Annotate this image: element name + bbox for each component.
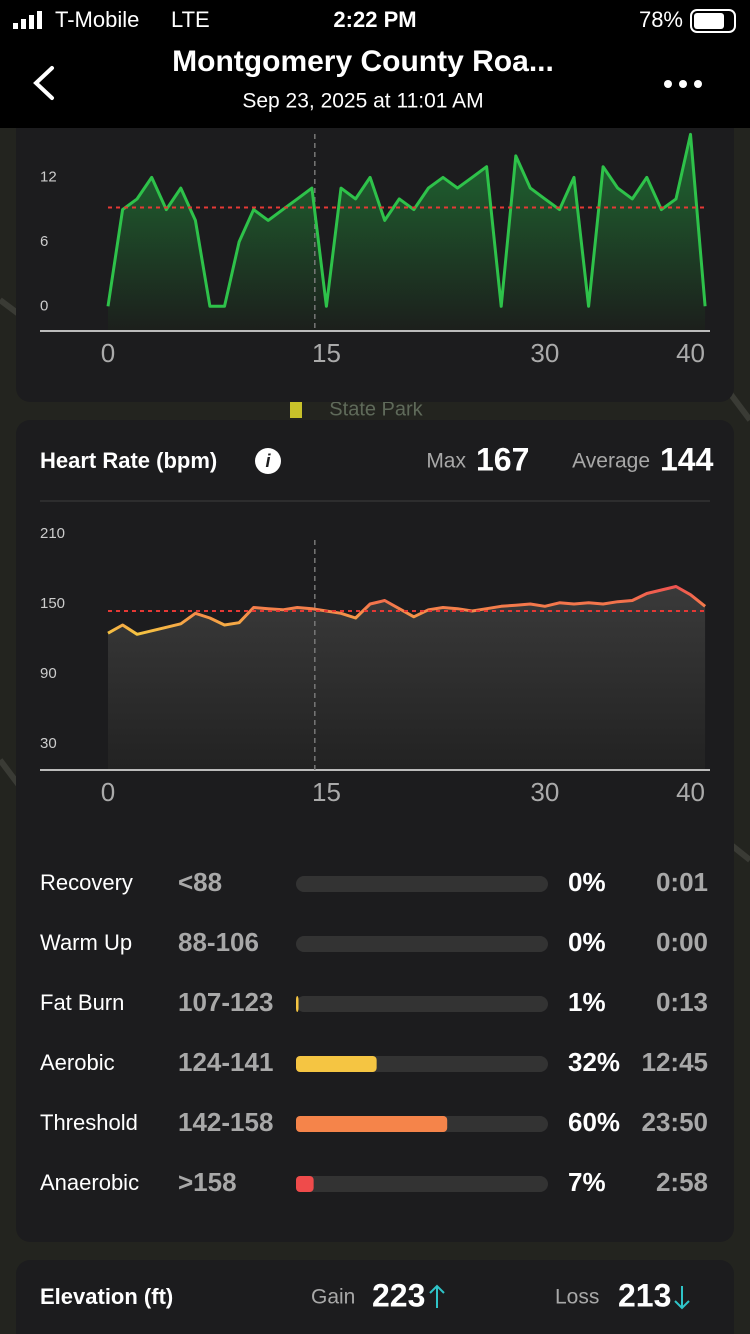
zone-time: 2:58	[656, 1167, 708, 1197]
y-tick-label: 0	[40, 297, 48, 314]
area	[108, 134, 706, 331]
battery-text: 78%	[639, 7, 683, 32]
zone-range: 107-123	[178, 987, 273, 1017]
zone-track	[296, 876, 548, 892]
y-tick-label: 150	[40, 595, 65, 612]
back-button[interactable]	[33, 66, 54, 100]
info-icon[interactable]	[255, 448, 281, 474]
map-marker	[290, 402, 302, 418]
x-tick-label: 30	[530, 777, 559, 807]
zone-range: 88-106	[178, 927, 259, 957]
page-subtitle: Sep 23, 2025 at 11:01 AM	[242, 90, 483, 113]
zone-track	[296, 996, 548, 1012]
zone-time: 23:50	[642, 1107, 709, 1137]
zone-range: 142-158	[178, 1107, 273, 1137]
elevation-title: Elevation (ft)	[40, 1284, 173, 1309]
zone-range: <88	[178, 867, 222, 897]
loss-label: Loss	[555, 1286, 599, 1309]
zone-name: Anaerobic	[40, 1170, 139, 1195]
y-tick-label: 30	[40, 735, 57, 752]
zone-track	[296, 936, 548, 952]
x-tick-label: 40	[676, 338, 705, 368]
battery-icon	[690, 9, 736, 33]
average-value: 144	[660, 441, 714, 477]
hr-title: Heart Rate (bpm)	[40, 448, 217, 473]
zone-percent: 60%	[568, 1107, 620, 1137]
top-bar	[0, 0, 750, 128]
more-button[interactable]	[664, 80, 702, 88]
zone-range: >158	[178, 1167, 237, 1197]
y-tick-label: 90	[40, 665, 57, 682]
clock: 2:22 PM	[333, 7, 416, 32]
map-label: State Park	[329, 398, 423, 420]
zones: Recovery <88 0% 0:01 Warm Up 88-106 0% 0:00 Fat …	[40, 867, 708, 1197]
x-tick-label: 30	[530, 338, 559, 368]
zone-time: 0:13	[656, 987, 708, 1017]
zone-bar	[296, 1056, 377, 1072]
average-label: Average	[572, 450, 650, 473]
zone-name: Recovery	[40, 870, 133, 895]
x-tick-label: 40	[676, 777, 705, 807]
gain-arrow	[429, 1284, 445, 1308]
x-tick-label: 0	[101, 338, 115, 368]
zone-percent: 1%	[568, 987, 606, 1017]
zone-bar	[296, 996, 299, 1012]
battery-level	[694, 13, 724, 29]
loss-value: 213	[618, 1277, 671, 1313]
zone-time: 0:00	[656, 927, 708, 957]
x-tick-label: 0	[101, 777, 115, 807]
y-tick-label: 6	[40, 233, 48, 250]
line	[107, 585, 707, 636]
signal	[13, 11, 42, 29]
zone-name: Warm Up	[40, 930, 132, 955]
info-glyph: i	[265, 451, 271, 471]
x-tick-label: 15	[312, 338, 341, 368]
zone-bar	[296, 1116, 448, 1132]
y-tick-label: 12	[40, 168, 57, 185]
network: LTE	[171, 7, 210, 32]
loss-arrow	[674, 1286, 690, 1310]
page-title: Montgomery County Roa...	[172, 45, 554, 78]
zone-time: 12:45	[642, 1047, 709, 1077]
carrier: T-Mobile	[55, 7, 139, 32]
charts: 0 6 12 0 15 30 40 30 90 150 210 0 15 30 40	[40, 132, 710, 807]
zone-track	[296, 1176, 548, 1192]
elevation-card	[16, 1260, 734, 1334]
gain-label: Gain	[311, 1286, 355, 1309]
gain-value: 223	[372, 1277, 425, 1313]
zone-time: 0:01	[656, 867, 708, 897]
zone-bar	[296, 1176, 314, 1192]
max-value: 167	[476, 441, 529, 477]
zone-percent: 32%	[568, 1047, 620, 1077]
zone-name: Aerobic	[40, 1050, 115, 1075]
zone-range: 124-141	[178, 1047, 273, 1077]
zone-name: Fat Burn	[40, 990, 124, 1015]
zone-name: Threshold	[40, 1110, 138, 1135]
zone-percent: 7%	[568, 1167, 606, 1197]
zone-percent: 0%	[568, 867, 606, 897]
area	[108, 586, 706, 770]
zone-percent: 0%	[568, 927, 606, 957]
max-label: Max	[426, 450, 466, 473]
x-tick-label: 15	[312, 777, 341, 807]
line	[106, 132, 707, 308]
y-tick-label: 210	[40, 525, 65, 542]
